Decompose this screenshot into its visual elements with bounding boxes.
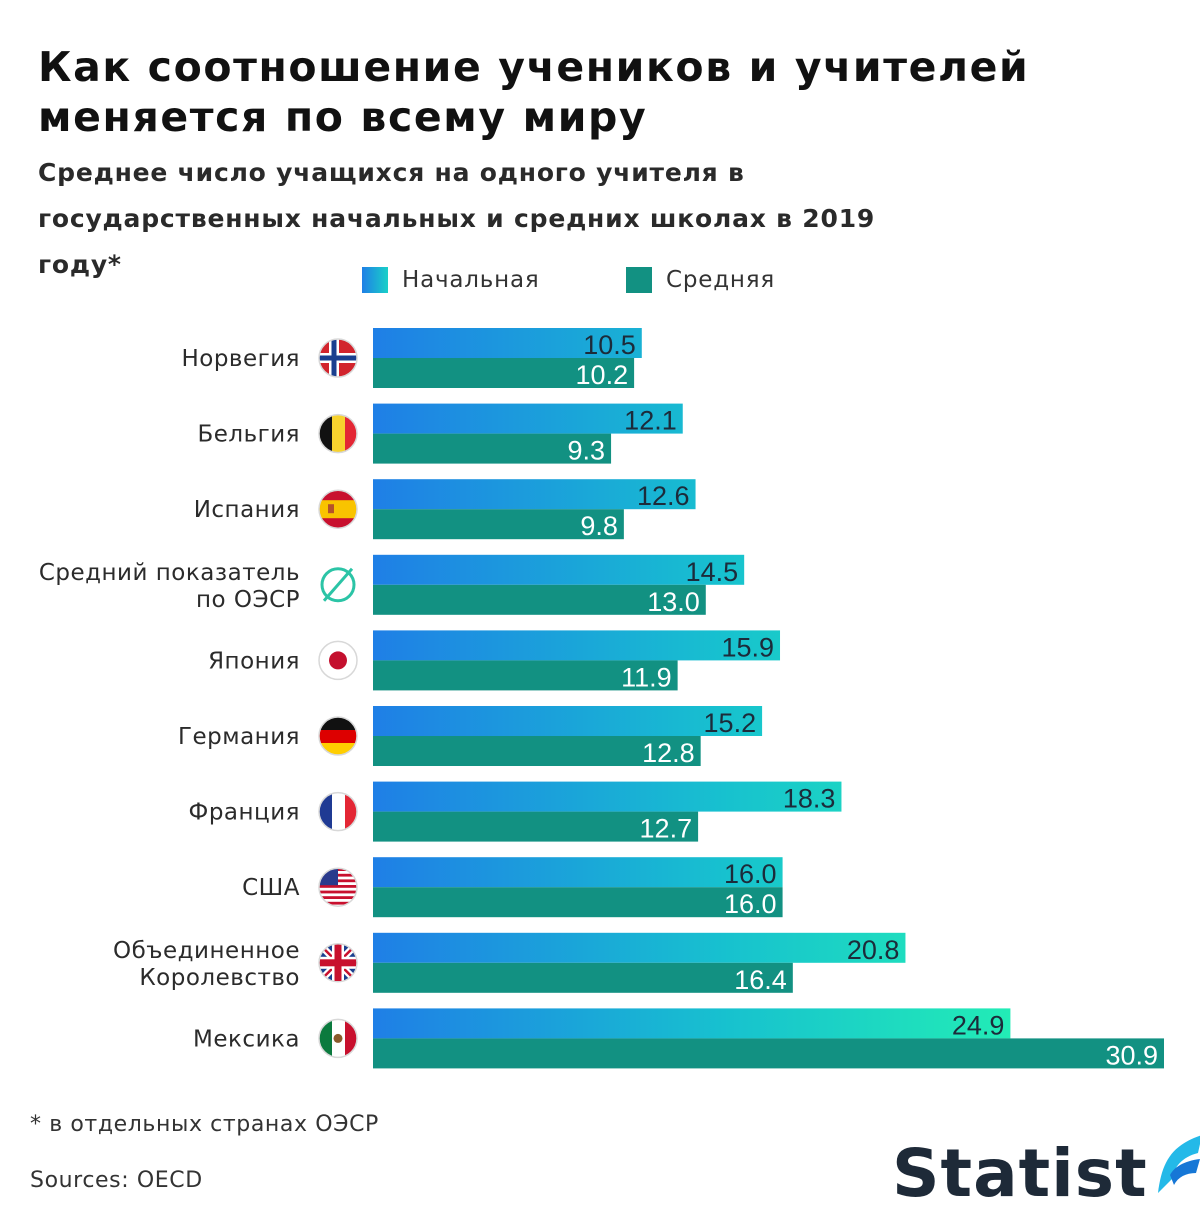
value-label: 12.8 xyxy=(642,738,695,768)
bar-primary xyxy=(373,403,683,434)
spain-flag-icon xyxy=(318,489,358,529)
legend-item-primary: Начальная xyxy=(362,266,540,294)
norway-flag-icon xyxy=(318,338,358,378)
value-label: 15.2 xyxy=(704,708,757,738)
legend-item-secondary: Средняя xyxy=(626,266,775,294)
category-label: Средний показатель по ОЭСР xyxy=(39,560,300,613)
value-label: 12.6 xyxy=(637,481,690,511)
japan-flag-icon xyxy=(318,640,358,681)
category-label: Мексика xyxy=(193,1026,300,1052)
legend-swatch-primary xyxy=(362,267,388,293)
bar-secondary xyxy=(373,1038,1164,1069)
category-label: США xyxy=(242,875,300,901)
brand-name: Statist xyxy=(892,1134,1148,1212)
bar-secondary xyxy=(373,509,624,540)
value-label: 20.8 xyxy=(847,935,900,965)
chart-row: Норвегия 10.510.2 xyxy=(181,328,642,390)
value-label: 9.8 xyxy=(580,511,618,541)
bar-primary xyxy=(373,781,842,812)
value-label: 16.4 xyxy=(734,965,787,995)
value-label: 9.3 xyxy=(568,436,606,466)
uk-flag-icon xyxy=(318,943,358,983)
bar-primary xyxy=(373,328,642,358)
category-label: Объединенное Королевство xyxy=(113,938,300,991)
value-label: 12.1 xyxy=(624,406,677,436)
category-label: Япония xyxy=(208,648,300,674)
chart-title: Как соотношение учеников и учителей меня… xyxy=(38,43,1030,141)
category-label: Испания xyxy=(194,497,300,523)
oecd-icon xyxy=(320,567,356,603)
footnote: * в отдельных странах ОЭСР xyxy=(30,1112,379,1137)
value-label: 13.0 xyxy=(647,587,700,617)
legend-label-secondary: Средняя xyxy=(666,267,776,293)
category-label: Германия xyxy=(178,724,300,750)
bar-secondary xyxy=(373,736,701,766)
bar-primary xyxy=(373,857,783,888)
germany-flag-icon xyxy=(318,716,358,756)
brand-mark-icon xyxy=(1157,1135,1200,1193)
chart-row: Объединенное Королевство 20.8 16.4 xyxy=(113,932,906,995)
belgium-flag-icon xyxy=(318,413,358,454)
value-label: 16.0 xyxy=(724,859,777,889)
bar-secondary xyxy=(373,887,783,918)
usa-flag-icon xyxy=(318,867,358,907)
bar-primary xyxy=(373,1008,1011,1039)
france-flag-icon xyxy=(318,791,358,832)
value-label: 11.9 xyxy=(621,662,672,692)
chart-row: Мексика 24.9 30.9 xyxy=(193,1008,1164,1070)
legend-label-primary: Начальная xyxy=(402,267,540,293)
statista-logo: Statist xyxy=(892,1128,1200,1218)
value-label: 10.5 xyxy=(583,330,636,360)
mexico-flag-icon xyxy=(318,1018,358,1059)
chart-subtitle: Среднее число учащихся на одного учителя… xyxy=(38,158,876,279)
bar-secondary xyxy=(373,660,678,691)
value-label: 14.5 xyxy=(686,557,739,587)
value-label: 16.0 xyxy=(724,889,777,919)
category-label: Франция xyxy=(189,800,300,826)
legend-swatch-secondary xyxy=(626,267,652,293)
value-label: 24.9 xyxy=(952,1010,1005,1040)
bar-secondary xyxy=(373,358,635,388)
category-label: Бельгия xyxy=(197,422,300,448)
bar-primary xyxy=(373,630,781,661)
chart-row: Франция 18.3 12.7 xyxy=(189,781,842,844)
value-label: 10.2 xyxy=(576,360,629,390)
chart-row: Испания 12.6 9.8 xyxy=(194,479,696,541)
chart-row: США 16.016.0 xyxy=(242,857,783,919)
bar-secondary xyxy=(373,811,699,842)
value-label: 30.9 xyxy=(1105,1040,1158,1070)
chart-row: Германия 15.2 12.8 xyxy=(178,706,763,768)
bar-secondary xyxy=(373,584,706,615)
category-label: Норвегия xyxy=(181,346,300,372)
bar-primary xyxy=(373,932,906,963)
bar-secondary xyxy=(373,433,612,464)
bar-secondary xyxy=(373,962,793,993)
chart-row: Средний показатель по ОЭСР 14.513.0 xyxy=(39,554,745,617)
chart-row: Бельгия 12.1 9.3 xyxy=(197,403,683,466)
bar-primary xyxy=(373,554,745,585)
value-label: 15.9 xyxy=(721,632,774,662)
source-note: Sources: OECD xyxy=(30,1168,203,1193)
bar-primary xyxy=(373,479,696,510)
bar-primary xyxy=(373,706,763,736)
value-label: 18.3 xyxy=(783,784,836,814)
value-label: 12.7 xyxy=(640,814,693,844)
chart-row: Япония 15.9 11.9 xyxy=(208,630,781,692)
